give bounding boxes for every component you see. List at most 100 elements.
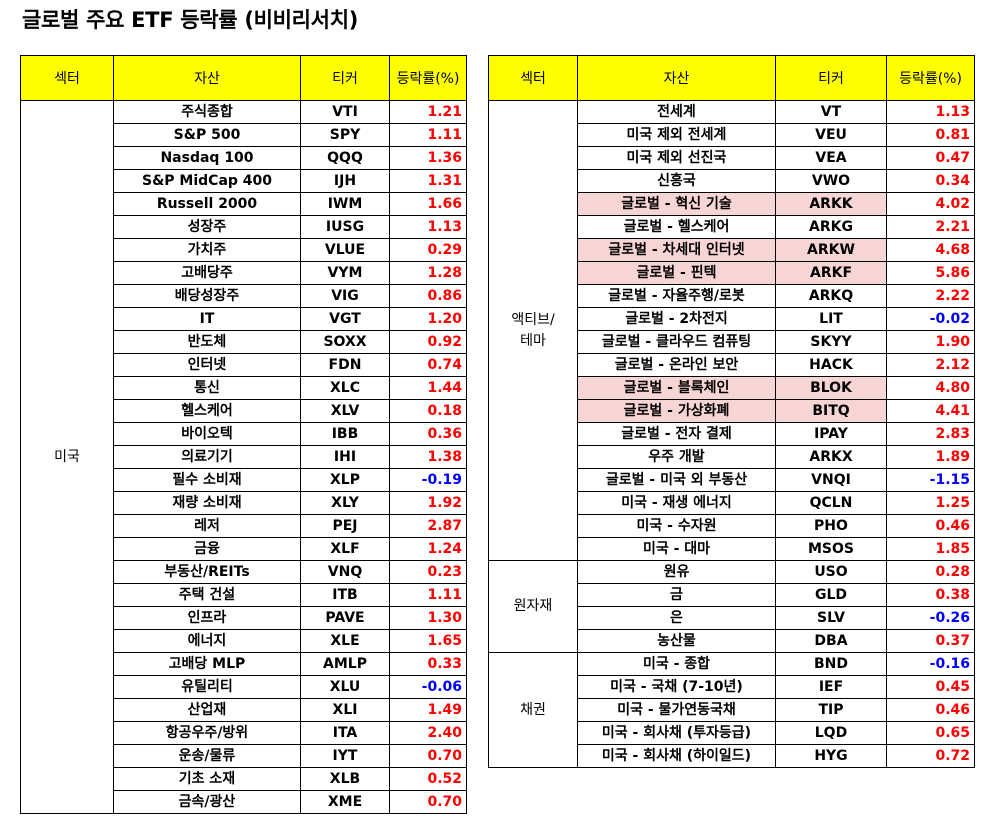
table-row: 글로벌 - 차세대 인터넷 ARKW 4.68 [489, 238, 975, 262]
table-row: 미국 주식종합 VTI 1.21 [20, 100, 467, 814]
ticker-cell: GLD [775, 583, 887, 607]
ticker-cell: IJH [300, 169, 390, 193]
ticker-cell: SOXX [300, 330, 390, 354]
rate-cell: 0.74 [389, 353, 467, 377]
rate-cell: 0.52 [389, 767, 467, 791]
rate-cell: -0.26 [886, 606, 975, 630]
table-row: 고배당주 VYM 1.28 [21, 261, 467, 285]
asset-cell: 미국 제외 전세계 [577, 123, 776, 147]
rate-cell: 0.46 [886, 698, 975, 722]
asset-cell: 성장주 [113, 215, 301, 239]
rate-cell: 1.89 [886, 445, 975, 469]
asset-cell: 필수 소비재 [113, 468, 301, 492]
rate-cell: 1.66 [389, 192, 467, 216]
asset-cell: 주식종합 [113, 100, 301, 124]
rate-cell: 0.65 [886, 721, 975, 745]
table-row: 미국 - 물가연동국채 TIP 0.46 [489, 698, 975, 722]
ticker-cell: USO [775, 560, 887, 584]
ticker-cell: BND [775, 652, 887, 676]
rate-cell: 2.22 [886, 284, 975, 308]
rate-cell: 1.30 [389, 606, 467, 630]
table-row: 글로벌 - 클라우드 컴퓨팅 SKYY 1.90 [489, 330, 975, 354]
ticker-cell: QCLN [775, 491, 887, 515]
table-row: 채권 미국 - 종합 BND -0.16 [488, 652, 975, 768]
ticker-cell: IUSG [300, 215, 390, 239]
table-row: 글로벌 - 온라인 보안 HACK 2.12 [489, 353, 975, 377]
ticker-cell: VLUE [300, 238, 390, 262]
asset-cell: Nasdaq 100 [113, 146, 301, 170]
ticker-cell: LQD [775, 721, 887, 745]
ticker-cell: PHO [775, 514, 887, 538]
ticker-cell: IWM [300, 192, 390, 216]
asset-cell: 글로벌 - 2차전지 [577, 307, 776, 331]
rate-cell: 0.34 [886, 169, 975, 193]
asset-cell: 신흥국 [577, 169, 776, 193]
header-sector: 섹터 [488, 55, 578, 101]
ticker-cell: XLY [300, 491, 390, 515]
table-row: 글로벌 - 가상화폐 BITQ 4.41 [489, 399, 975, 423]
rate-cell: 0.36 [389, 422, 467, 446]
ticker-cell: XLE [300, 629, 390, 653]
asset-cell: 항공우주/방위 [113, 721, 301, 745]
asset-cell: 기초 소재 [113, 767, 301, 791]
asset-cell: 글로벌 - 혁신 기술 [577, 192, 776, 216]
rate-cell: 1.11 [389, 123, 467, 147]
asset-cell: 글로벌 - 차세대 인터넷 [577, 238, 776, 262]
rate-cell: -1.15 [886, 468, 975, 492]
table-header-row: 섹터 자산 티커 등락률(%) [488, 55, 975, 101]
asset-cell: 글로벌 - 가상화폐 [577, 399, 776, 423]
asset-cell: 전세계 [577, 100, 776, 124]
table-row: 미국 제외 선진국 VEA 0.47 [489, 146, 975, 170]
rate-cell: 0.23 [389, 560, 467, 584]
rate-cell: 1.85 [886, 537, 975, 561]
asset-cell: 금속/광산 [113, 790, 301, 814]
rate-cell: 2.21 [886, 215, 975, 239]
ticker-cell: ITB [300, 583, 390, 607]
rate-cell: -0.06 [389, 675, 467, 699]
table-row: 반도체 SOXX 0.92 [21, 330, 467, 354]
sector-cell: 미국 [20, 100, 114, 814]
ticker-cell: DBA [775, 629, 887, 653]
asset-cell: 배당성장주 [113, 284, 301, 308]
table-row: 금속/광산 XME 0.70 [21, 790, 467, 814]
asset-cell: 인터넷 [113, 353, 301, 377]
asset-cell: 금융 [113, 537, 301, 561]
asset-cell: 의료기기 [113, 445, 301, 469]
table-row: 미국 - 회사채 (투자등급) LQD 0.65 [489, 721, 975, 745]
ticker-cell: XLP [300, 468, 390, 492]
ticker-cell: ARKQ [775, 284, 887, 308]
asset-cell: 미국 - 물가연동국채 [577, 698, 776, 722]
ticker-cell: MSOS [775, 537, 887, 561]
asset-cell: S&P 500 [113, 123, 301, 147]
asset-cell: S&P MidCap 400 [113, 169, 301, 193]
asset-cell: 미국 - 재생 에너지 [577, 491, 776, 515]
table-row: 미국 - 재생 에너지 QCLN 1.25 [489, 491, 975, 515]
table-row: 인터넷 FDN 0.74 [21, 353, 467, 377]
asset-cell: 미국 - 대마 [577, 537, 776, 561]
ticker-cell: IEF [775, 675, 887, 699]
table-row: 신흥국 VWO 0.34 [489, 169, 975, 193]
asset-cell: 농산물 [577, 629, 776, 653]
rate-cell: 0.92 [389, 330, 467, 354]
header-asset: 자산 [577, 55, 776, 101]
rate-cell: 2.40 [389, 721, 467, 745]
ticker-cell: VYM [300, 261, 390, 285]
rate-cell: 0.28 [886, 560, 975, 584]
asset-cell: 글로벌 - 자율주행/로봇 [577, 284, 776, 308]
table-row: 원자재 원유 USO 0.28 [488, 560, 975, 653]
table-row: 가치주 VLUE 0.29 [21, 238, 467, 262]
ticker-cell: HACK [775, 353, 887, 377]
table-row: 산업재 XLI 1.49 [21, 698, 467, 722]
table-body: 액티브/ 테마 전세계 VT 1.13 미국 제외 전세계 VEU 0.81 미국 제외 선진… [488, 100, 975, 768]
sector-cell: 액티브/ 테마 [488, 100, 578, 561]
asset-cell: 유틸리티 [113, 675, 301, 699]
ticker-cell: BITQ [775, 399, 887, 423]
ticker-cell: XME [300, 790, 390, 814]
table-row: 글로벌 - 2차전지 LIT -0.02 [489, 307, 975, 331]
asset-cell: 미국 - 국채 (7-10년) [577, 675, 776, 699]
rate-cell: 1.13 [886, 100, 975, 124]
table-row: 글로벌 - 혁신 기술 ARKK 4.02 [489, 192, 975, 216]
asset-cell: Russell 2000 [113, 192, 301, 216]
rate-cell: 1.65 [389, 629, 467, 653]
ticker-cell: AMLP [300, 652, 390, 676]
